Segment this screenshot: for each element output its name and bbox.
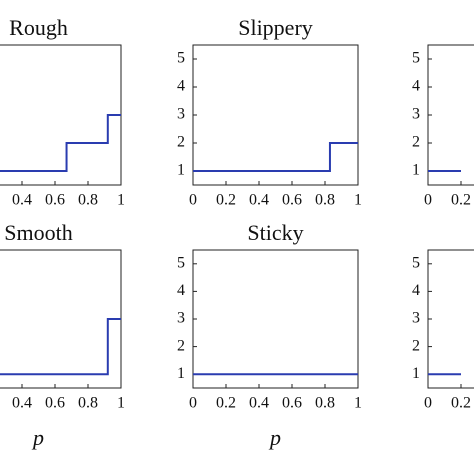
y-tick-label: 3 [412, 310, 420, 327]
x-tick-label: 0.2 [216, 192, 236, 209]
x-tick-label: 0.2 [451, 192, 471, 209]
plot-frame [192, 44, 359, 186]
x-tick-label: 0.6 [45, 192, 65, 209]
plot-frame [427, 44, 474, 186]
x-tick-label: 0 [189, 395, 197, 412]
y-tick-label: 2 [177, 337, 185, 354]
x-tick-label: 0.8 [315, 395, 335, 412]
x-tick-label: 1 [354, 192, 362, 209]
y-tick-label: 4 [177, 78, 185, 95]
plot-frame [0, 44, 122, 186]
x-tick-label: 0.6 [45, 395, 65, 412]
x-tick-label: 0.2 [451, 395, 471, 412]
y-tick-label: 3 [412, 106, 420, 123]
panel-title: Smooth [4, 220, 72, 245]
step-line [193, 142, 358, 172]
y-tick-label: 5 [177, 254, 185, 271]
y-tick-label: 1 [177, 162, 185, 179]
step-line [0, 114, 121, 172]
plot-frame [427, 249, 474, 389]
x-tick-label: 1 [117, 192, 125, 209]
y-tick-label: 4 [412, 282, 420, 299]
x-tick-label: 1 [354, 395, 362, 412]
y-tick-label: 2 [412, 337, 420, 354]
x-tick-label: 0 [189, 192, 197, 209]
y-tick-label: 1 [412, 365, 420, 382]
x-axis-label: p [268, 425, 281, 450]
panel-title: Sticky [247, 220, 303, 245]
x-tick-label: 0 [424, 192, 432, 209]
x-tick-label: 0.2 [216, 395, 236, 412]
x-tick-label: 0.6 [282, 192, 302, 209]
y-tick-label: 5 [412, 50, 420, 67]
y-tick-label: 2 [177, 134, 185, 151]
plot-frame [192, 249, 359, 389]
y-tick-label: 3 [177, 106, 185, 123]
y-tick-label: 1 [177, 365, 185, 382]
y-tick-label: 4 [412, 78, 420, 95]
y-tick-label: 2 [412, 134, 420, 151]
x-tick-label: 0.4 [12, 395, 32, 412]
plot-frame [0, 249, 122, 389]
x-tick-label: 0.4 [12, 192, 32, 209]
y-tick-label: 3 [177, 310, 185, 327]
y-tick-label: 5 [412, 254, 420, 271]
y-tick-label: 5 [177, 50, 185, 67]
x-tick-label: 0.8 [315, 192, 335, 209]
x-tick-label: 0.6 [282, 395, 302, 412]
x-axis-label: p [31, 425, 44, 450]
x-tick-label: 0 [424, 395, 432, 412]
step-line [0, 318, 121, 376]
panel-title: Slippery [238, 15, 313, 40]
x-tick-label: 0.4 [249, 192, 269, 209]
y-tick-label: 1 [412, 162, 420, 179]
x-tick-label: 0.8 [78, 192, 98, 209]
x-tick-label: 1 [117, 395, 125, 412]
y-tick-label: 4 [177, 282, 185, 299]
x-tick-label: 0.8 [78, 395, 98, 412]
x-tick-label: 0.4 [249, 395, 269, 412]
panel-title: Rough [9, 15, 68, 40]
